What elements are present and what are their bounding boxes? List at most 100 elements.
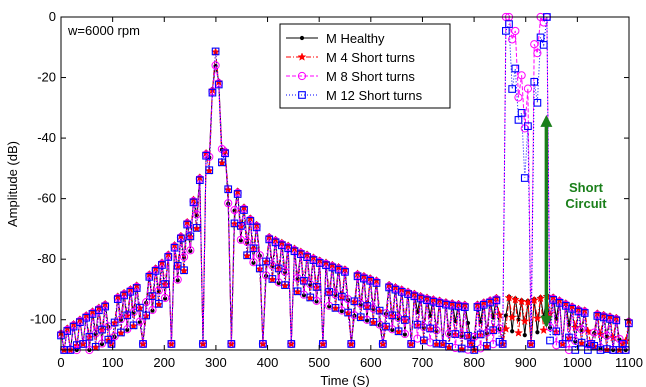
series-0-point xyxy=(522,333,527,338)
legend-marker xyxy=(297,71,307,81)
series-3-point xyxy=(173,261,182,270)
series-3-point xyxy=(101,302,110,311)
series-3-point xyxy=(378,340,387,348)
series-2-point xyxy=(577,325,586,334)
series-2-point xyxy=(432,326,441,335)
legend-item-1: M 4 Short turns xyxy=(286,50,415,65)
series-3-point xyxy=(145,272,154,281)
plot-frame xyxy=(60,16,630,351)
y-tick-label: -40 xyxy=(37,130,56,145)
series-3-point xyxy=(85,332,94,341)
series-3-point xyxy=(539,41,548,49)
series-3-point xyxy=(180,266,188,275)
series-3-point xyxy=(281,281,289,289)
series-0-point xyxy=(535,330,540,335)
series-3-point xyxy=(268,275,277,283)
series-2-point xyxy=(142,298,151,307)
series-3-point xyxy=(199,340,207,348)
series-2-point xyxy=(154,286,163,295)
series-2-point xyxy=(211,61,220,70)
series-3-point xyxy=(236,222,245,230)
series-2-point xyxy=(517,71,526,80)
x-tick-label: 700 xyxy=(412,355,434,370)
series-3-point xyxy=(63,327,72,335)
short-circuit-arrow xyxy=(540,114,553,328)
series-3-point xyxy=(214,80,223,89)
series-3-point xyxy=(249,244,258,253)
legend-label: M 12 Short turns xyxy=(326,88,423,103)
series-2-point xyxy=(148,305,157,315)
series-3-point xyxy=(498,340,507,348)
series-3-point xyxy=(375,306,384,315)
series-3-point xyxy=(164,253,173,261)
series-3-point xyxy=(520,174,529,182)
series-3-point xyxy=(136,303,144,312)
x-tick-label: 300 xyxy=(205,355,227,370)
legend-marker xyxy=(297,52,307,61)
series-3-point xyxy=(511,64,520,73)
series-3-point xyxy=(205,166,214,175)
series-3-point xyxy=(464,331,472,340)
series-3-point xyxy=(192,224,201,232)
series-3-point xyxy=(167,340,176,348)
series-2-point xyxy=(344,295,353,304)
y-tick-label: 0 xyxy=(49,9,56,24)
legend-item-3: M 12 Short turns xyxy=(286,88,423,103)
legend-label: M 8 Short turns xyxy=(326,69,415,84)
series-2-point xyxy=(331,290,340,299)
series-3-point xyxy=(259,340,267,348)
series-3-point xyxy=(460,303,469,311)
series-line-2 xyxy=(60,15,630,352)
series-2-point xyxy=(451,343,460,353)
series-3-point xyxy=(227,340,236,348)
series-2-point xyxy=(590,328,599,337)
series-3-point xyxy=(117,328,125,337)
series-1-point xyxy=(532,313,542,323)
x-tick-label: 200 xyxy=(153,355,175,370)
series-1-point xyxy=(520,316,530,326)
legend-item-2: M 8 Short turns xyxy=(286,69,415,84)
ticks-layer: 0 100 200 300 400 500 600 700 800 900 1000 1100 0 -20… xyxy=(30,9,643,370)
series-3-point xyxy=(202,151,210,160)
series-2-point xyxy=(400,329,409,339)
series-3-point xyxy=(558,340,567,348)
series-2-point xyxy=(426,338,435,347)
series-2-point xyxy=(552,341,561,350)
series-3-point xyxy=(341,268,349,276)
series-3-point xyxy=(590,342,599,350)
series-2-point xyxy=(530,40,539,49)
series-2-point xyxy=(350,311,359,320)
series-3-point xyxy=(530,77,539,86)
short-circuit-label-line1: Short xyxy=(569,180,604,195)
series-1-point xyxy=(141,311,151,320)
series-3-point xyxy=(240,206,248,214)
series-1-point xyxy=(536,293,546,303)
series-3-point xyxy=(69,322,78,331)
x-tick-label: 800 xyxy=(463,355,485,370)
x-tick-label: 500 xyxy=(308,355,330,370)
series-3-point xyxy=(350,297,359,306)
series-2-point xyxy=(369,304,378,313)
legend-marker xyxy=(299,35,305,41)
series-1-point xyxy=(507,312,517,322)
y-tick-label: -60 xyxy=(37,191,56,206)
series-2-point xyxy=(508,35,517,44)
series-3-point xyxy=(451,330,460,338)
series-3-point xyxy=(369,318,378,326)
series-2-point xyxy=(337,306,346,315)
series-3-point xyxy=(407,340,416,348)
legend-item-0: M Healthy xyxy=(286,31,385,46)
x-tick-label: 0 xyxy=(57,355,64,370)
series-3-point xyxy=(372,279,381,287)
y-tick-label: -80 xyxy=(37,251,56,266)
series-2-point xyxy=(192,210,201,219)
series-3-point xyxy=(580,309,589,317)
series-3-point xyxy=(577,338,586,347)
series-2-point xyxy=(394,313,403,323)
series-3-point xyxy=(79,340,87,348)
y-tick-label: -100 xyxy=(30,312,56,327)
series-3-point xyxy=(142,311,151,320)
series-1-point xyxy=(154,299,164,309)
series-3-point xyxy=(293,287,302,296)
